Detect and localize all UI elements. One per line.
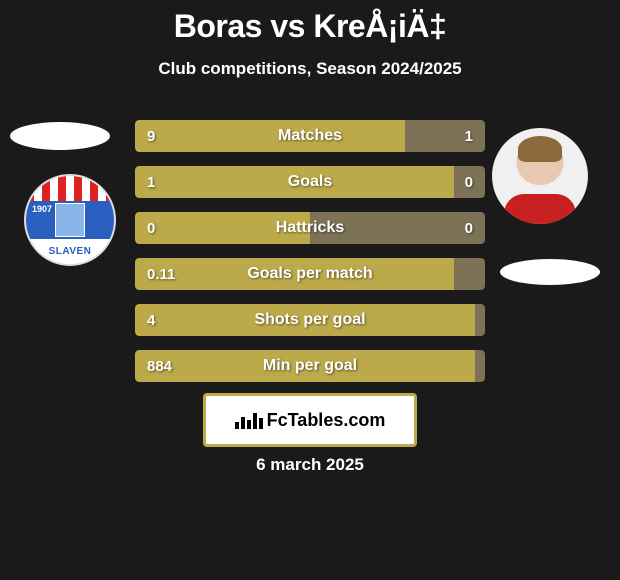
- club-badge-stripes: [26, 176, 114, 201]
- stat-label: Hattricks: [135, 212, 485, 244]
- club-badge-middle: 1907: [26, 201, 114, 240]
- brand-text: FcTables.com: [267, 410, 386, 431]
- stat-label: Min per goal: [135, 350, 485, 382]
- stat-label: Shots per goal: [135, 304, 485, 336]
- stat-row: 1Goals0: [135, 166, 485, 198]
- page-title: Boras vs KreÅ¡iÄ‡: [0, 0, 620, 45]
- stat-row: 0Hattricks0: [135, 212, 485, 244]
- stat-label: Goals: [135, 166, 485, 198]
- player-shirt-icon: [504, 194, 576, 224]
- left-oval-placeholder: [10, 122, 110, 150]
- stat-row: 4Shots per goal: [135, 304, 485, 336]
- footer-date: 6 march 2025: [0, 455, 620, 475]
- club-name: SLAVEN: [26, 239, 114, 264]
- stats-container: 9Matches11Goals00Hattricks00.11Goals per…: [135, 120, 485, 396]
- page-subtitle: Club competitions, Season 2024/2025: [0, 59, 620, 79]
- chart-icon: [235, 411, 263, 429]
- player-hair-icon: [518, 136, 562, 162]
- club-badge-left: 1907 SLAVEN: [24, 174, 116, 266]
- brand-box[interactable]: FcTables.com: [203, 393, 417, 447]
- stat-value-right: 0: [465, 166, 473, 198]
- player-avatar-right: [492, 128, 588, 224]
- stat-row: 884Min per goal: [135, 350, 485, 382]
- stat-value-right: 0: [465, 212, 473, 244]
- stat-value-right: 1: [465, 120, 473, 152]
- right-oval-placeholder: [500, 259, 600, 285]
- club-year: 1907: [32, 204, 52, 214]
- stat-row: 9Matches1: [135, 120, 485, 152]
- stat-label: Goals per match: [135, 258, 485, 290]
- stat-row: 0.11Goals per match: [135, 258, 485, 290]
- club-shield-icon: [55, 203, 85, 237]
- stat-label: Matches: [135, 120, 485, 152]
- player-face-icon: [492, 128, 588, 224]
